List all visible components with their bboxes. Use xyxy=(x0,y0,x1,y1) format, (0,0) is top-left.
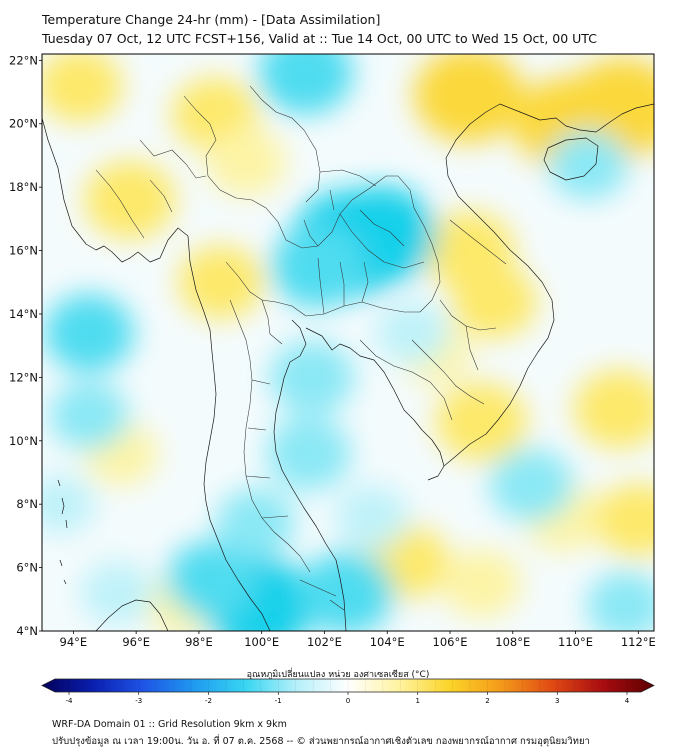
south-china-coastline xyxy=(499,103,654,133)
hainan-island xyxy=(543,137,599,181)
lon-label: 102°E xyxy=(307,635,342,649)
vietnam-coastline xyxy=(443,103,555,467)
colorbar-tick-label: 3 xyxy=(555,697,559,705)
cool-anomaly-18 xyxy=(42,474,96,534)
lat-label: 18°N xyxy=(9,180,38,194)
lat-label: 8°N xyxy=(16,497,38,511)
lat-label: 16°N xyxy=(9,244,38,258)
cool-anomaly-11 xyxy=(299,551,394,631)
colorbar-tick-label: 0 xyxy=(346,697,350,705)
lat-label: 6°N xyxy=(16,561,38,575)
colorbar: -4 -3 -2 -1 0 1 2 3 4 xyxy=(41,678,655,705)
colorbar-tick-label: -2 xyxy=(205,697,212,705)
lon-label: 100°E xyxy=(244,635,279,649)
colorbar-title: อุณหภูมิเปลี่ยนแปลง หน่วย องศาเซลเซียส (… xyxy=(246,670,430,680)
warm-anomaly-8 xyxy=(450,264,537,339)
lat-label: 4°N xyxy=(16,624,38,638)
cool-anomaly-16 xyxy=(375,300,450,365)
footer-update-info: ปรับปรุงข้อมูล ณ เวลา 19:00น. วัน อ. ที่… xyxy=(52,736,590,747)
cool-anomaly-10 xyxy=(166,541,257,620)
colorbar-ticks: -4 -3 -2 -1 0 1 2 3 4 xyxy=(66,679,630,705)
myanmar-coastline xyxy=(42,117,217,503)
colorbar-tick-label: -4 xyxy=(66,697,74,705)
lon-label: 108°E xyxy=(495,635,530,649)
warm-anomaly-4 xyxy=(413,54,524,143)
lon-label: 112°E xyxy=(621,635,656,649)
admin-boundaries xyxy=(95,85,507,611)
warm-anomaly-16 xyxy=(441,549,522,618)
warm-anomaly-14 xyxy=(595,483,654,558)
colorbar-tick-label: -3 xyxy=(135,697,142,705)
cool-anomaly-15 xyxy=(586,571,654,631)
colorbar-gradient xyxy=(41,678,655,693)
cool-anomaly-12 xyxy=(215,488,296,558)
gulf-of-thailand-coast xyxy=(273,319,347,631)
cool-anomaly-8 xyxy=(266,416,351,491)
cool-anomaly-5 xyxy=(44,293,134,373)
sumatra-coast xyxy=(95,599,169,631)
chart-subtitle: Tuesday 07 Oct, 12 UTC FCST+156, Valid a… xyxy=(42,31,597,46)
lon-label: 104°E xyxy=(370,635,405,649)
peninsula-west-coast xyxy=(205,501,271,631)
lat-label: 22°N xyxy=(9,53,38,67)
colorbar-tick-label: 4 xyxy=(625,697,630,705)
cool-anomaly-14 xyxy=(489,448,574,522)
cool-anomaly-13 xyxy=(334,484,409,549)
map-frame xyxy=(41,53,655,632)
cool-anomaly-4 xyxy=(548,130,628,200)
colorbar-tick-label: 1 xyxy=(416,697,420,705)
chart-title: Temperature Change 24-hr (mm) - [Data As… xyxy=(42,12,381,27)
lon-label: 110°E xyxy=(558,635,593,649)
colorbar-tick-label: -1 xyxy=(275,697,282,705)
lon-label: 106°E xyxy=(433,635,468,649)
lat-label: 12°N xyxy=(9,370,38,384)
colorbar-tick-label: 2 xyxy=(485,697,489,705)
cool-anomaly-3 xyxy=(258,54,354,115)
longitude-axis: 94°E 96°E 98°E 100°E 102°E 104°E 106°E 108°E 110… xyxy=(60,631,656,649)
lat-label: 10°N xyxy=(9,434,38,448)
latitude-axis: 22°N 20°N 18°N 16°N 14°N 12°N 10°N 8°N 6°N 4°N xyxy=(9,53,42,638)
footer-model-info: WRF-DA Domain 01 :: Grid Resolution 9km … xyxy=(52,719,287,730)
andaman-islands xyxy=(57,479,68,529)
lat-label: 14°N xyxy=(9,307,38,321)
cool-anomaly-6 xyxy=(49,381,129,450)
nicobar-islands xyxy=(59,559,67,585)
warm-anomaly-0 xyxy=(83,160,176,240)
warm-anomaly-12 xyxy=(573,369,654,449)
warm-anomaly-1 xyxy=(42,54,123,123)
lat-label: 20°N xyxy=(9,117,38,131)
cool-anomaly-17 xyxy=(80,560,155,625)
cool-anomaly-7 xyxy=(269,340,355,415)
lon-label: 94°E xyxy=(60,635,88,649)
cool-anomaly-2 xyxy=(270,224,366,309)
thai-east-coast xyxy=(305,327,445,481)
warm-anomaly-3 xyxy=(206,127,286,197)
lon-label: 98°E xyxy=(185,635,213,649)
lon-label: 96°E xyxy=(122,635,150,649)
warm-anomaly-9 xyxy=(177,245,264,320)
map-plot[interactable]: 22°N 20°N 18°N 16°N 14°N 12°N 10°N 8°N 6°N 4°N 94… xyxy=(0,0,676,700)
temperature-field xyxy=(42,54,654,631)
coastlines-and-borders xyxy=(42,103,654,631)
warm-anomaly-11 xyxy=(435,382,528,462)
